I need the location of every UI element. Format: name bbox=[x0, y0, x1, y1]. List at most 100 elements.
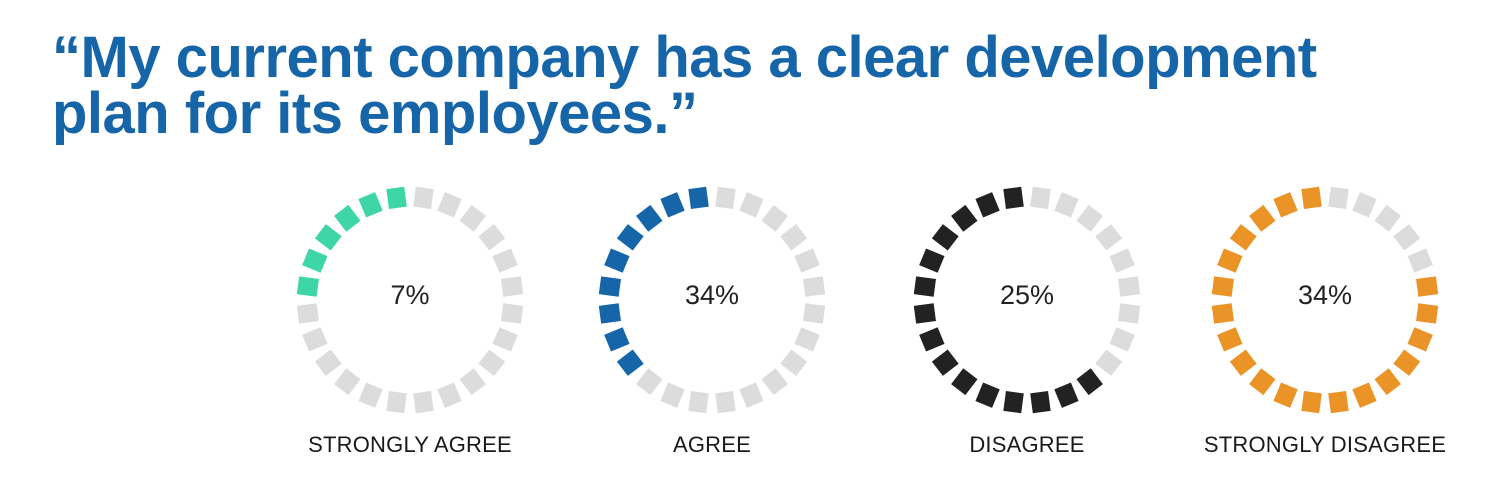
ring-segment-filled bbox=[975, 192, 1000, 218]
ring-segment-filled bbox=[1249, 368, 1276, 396]
ring-segment-filled bbox=[616, 224, 644, 251]
ring-segment-filled bbox=[302, 248, 328, 273]
ring-segment-filled bbox=[1030, 391, 1051, 414]
ring-segment-empty bbox=[761, 368, 788, 396]
ring-segment-empty bbox=[1095, 224, 1123, 251]
ring-segment-filled bbox=[1211, 276, 1234, 297]
ring-segment-filled bbox=[296, 276, 319, 297]
ring-segment-filled bbox=[1352, 382, 1377, 408]
ring-segment-empty bbox=[715, 186, 736, 209]
ring-segment-empty bbox=[803, 303, 826, 324]
gauge-disagree: 25% DISAGREE bbox=[897, 180, 1157, 470]
ring-segment-filled bbox=[1393, 349, 1421, 376]
ring-segment-filled bbox=[951, 368, 978, 396]
ring-segment-empty bbox=[334, 368, 361, 396]
ring-segment-filled bbox=[604, 327, 630, 352]
ring-segment-empty bbox=[780, 349, 808, 376]
ring-segment-filled bbox=[1217, 327, 1243, 352]
ring-segment-filled bbox=[660, 192, 685, 218]
ring-segment-filled bbox=[598, 276, 621, 297]
ring-segment-empty bbox=[1352, 192, 1377, 218]
ring-segment-empty bbox=[413, 186, 434, 209]
ring-segment-empty bbox=[386, 391, 407, 414]
ring-segment-empty bbox=[636, 368, 663, 396]
ring-segment-empty bbox=[478, 224, 506, 251]
ring-segment-empty bbox=[1054, 192, 1079, 218]
ring-segment-filled bbox=[1273, 192, 1298, 218]
ring-segment-empty bbox=[296, 303, 319, 324]
ring-segment-filled bbox=[931, 224, 959, 251]
ring-segment-empty bbox=[1118, 276, 1141, 297]
ring-segment-empty bbox=[1109, 327, 1135, 352]
ring-segment-filled bbox=[604, 248, 630, 273]
ring-segment-filled bbox=[913, 303, 936, 324]
gauge-label: DISAGREE bbox=[969, 432, 1085, 457]
ring-segment-filled bbox=[1273, 382, 1298, 408]
ring-segment-filled bbox=[1416, 276, 1439, 297]
gauge-agree: 34% AGREE bbox=[582, 180, 842, 470]
ring-segment-empty bbox=[492, 327, 518, 352]
ring-segment-filled bbox=[1003, 186, 1024, 209]
ring-segment-empty bbox=[660, 382, 685, 408]
ring-segment-empty bbox=[1030, 186, 1051, 209]
ring-segment-empty bbox=[780, 224, 808, 251]
gauge-ring bbox=[913, 186, 1141, 414]
gauge-value: 34% bbox=[1297, 280, 1353, 310]
ring-segment-filled bbox=[688, 186, 709, 209]
ring-segment-empty bbox=[478, 349, 506, 376]
ring-segment-empty bbox=[1407, 248, 1433, 273]
ring-segment-empty bbox=[459, 368, 486, 396]
chart-title-line-2: plan for its employees.” bbox=[52, 81, 698, 146]
chart-title-line-1: “My current company has a clear developm… bbox=[52, 25, 1317, 90]
ring-segment-filled bbox=[598, 303, 621, 324]
ring-segment-filled bbox=[616, 349, 644, 376]
ring-segment-filled bbox=[919, 327, 945, 352]
gauge-ring bbox=[1211, 186, 1439, 414]
ring-segment-filled bbox=[1416, 303, 1439, 324]
ring-segment-empty bbox=[739, 192, 764, 218]
ring-segment-filled bbox=[1229, 224, 1257, 251]
ring-segment-filled bbox=[636, 204, 663, 232]
ring-segment-filled bbox=[386, 186, 407, 209]
ring-segment-filled bbox=[1076, 368, 1103, 396]
gauge-ring bbox=[598, 186, 826, 414]
gauge-value: 25% bbox=[999, 280, 1055, 310]
ring-segment-filled bbox=[1229, 349, 1257, 376]
ring-segment-empty bbox=[413, 391, 434, 414]
gauge-label: STRONGLY DISAGREE bbox=[1203, 432, 1447, 457]
ring-segment-empty bbox=[501, 276, 524, 297]
ring-segment-empty bbox=[501, 303, 524, 324]
gauge-ring bbox=[296, 186, 524, 414]
ring-segment-filled bbox=[1301, 186, 1322, 209]
gauge-value: 7% bbox=[390, 280, 430, 310]
ring-segment-filled bbox=[1374, 368, 1401, 396]
ring-segment-empty bbox=[1374, 204, 1401, 232]
ring-segment-filled bbox=[334, 204, 361, 232]
ring-segment-filled bbox=[913, 276, 936, 297]
ring-segment-empty bbox=[1393, 224, 1421, 251]
gauge-strongly-agree: 7% STRONGLY AGREE bbox=[280, 180, 540, 470]
gauge-strongly-disagree: 34% STRONGLY DISAGREE bbox=[1195, 180, 1455, 470]
ring-segment-empty bbox=[803, 276, 826, 297]
ring-segment-empty bbox=[437, 192, 462, 218]
ring-segment-filled bbox=[1054, 382, 1079, 408]
ring-segment-filled bbox=[1249, 204, 1276, 232]
ring-segment-empty bbox=[688, 391, 709, 414]
ring-segment-empty bbox=[1076, 204, 1103, 232]
ring-segment-empty bbox=[794, 327, 820, 352]
ring-segment-filled bbox=[1003, 391, 1024, 414]
ring-segment-empty bbox=[1095, 349, 1123, 376]
ring-segment-filled bbox=[919, 248, 945, 273]
chart-title: “My current company has a clear developm… bbox=[52, 25, 1472, 146]
ring-segment-empty bbox=[739, 382, 764, 408]
ring-segment-empty bbox=[1118, 303, 1141, 324]
ring-segment-empty bbox=[761, 204, 788, 232]
ring-segment-filled bbox=[1217, 248, 1243, 273]
ring-segment-filled bbox=[931, 349, 959, 376]
ring-segment-filled bbox=[1211, 303, 1234, 324]
gauge-label: STRONGLY AGREE bbox=[308, 432, 512, 457]
ring-segment-filled bbox=[358, 192, 383, 218]
ring-segment-filled bbox=[1328, 391, 1349, 414]
ring-segment-empty bbox=[492, 248, 518, 273]
ring-segment-empty bbox=[302, 327, 328, 352]
